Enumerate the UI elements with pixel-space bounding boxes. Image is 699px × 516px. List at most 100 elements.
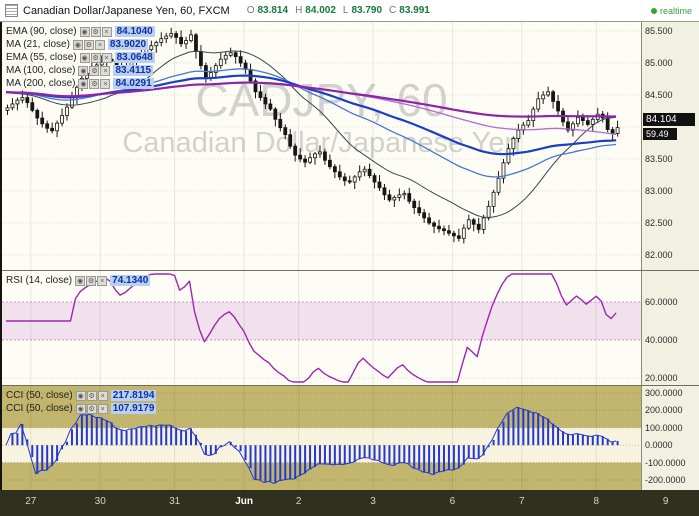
axis-label: 20.0000 (645, 373, 678, 383)
price-chart-canvas[interactable] (2, 22, 641, 270)
visibility-icon[interactable]: ◉ (79, 52, 90, 63)
settings-icon[interactable]: ⚙ (89, 78, 100, 89)
axis-label: 60.0000 (645, 297, 678, 307)
visibility-icon[interactable]: ◉ (72, 39, 83, 50)
indicator-label[interactable]: MA (200, close) (6, 78, 76, 89)
price-pane[interactable]: CADJPY, 60 Canadian Dollar/Japanese Yen … (2, 22, 641, 270)
axis-label: 100.0000 (645, 422, 683, 433)
axis-label: 82.000 (645, 250, 673, 260)
visibility-icon[interactable]: ◉ (75, 390, 86, 401)
pane-divider[interactable] (2, 385, 699, 386)
indicator-label[interactable]: RSI (14, close) (6, 275, 73, 286)
close-icon[interactable]: × (100, 78, 111, 89)
visibility-icon[interactable]: ◉ (78, 78, 89, 89)
axis-label: 200.0000 (645, 405, 683, 416)
indicator-buttons: ◉ ⚙ × (79, 26, 112, 37)
indicator-value: 84.0291 (113, 78, 154, 89)
axis-label: 85.000 (645, 58, 673, 68)
close-icon[interactable]: × (94, 39, 105, 50)
indicator-buttons: ◉ ⚙ × (72, 39, 105, 50)
time-axis-label: 9 (662, 496, 669, 507)
chart-menu-icon[interactable] (5, 4, 18, 17)
cci-pane[interactable]: CCI (50, close) ◉ ⚙ × 217.8194 CCI (50, close… (2, 386, 641, 490)
time-axis-label: Jun (235, 496, 253, 507)
indicator-label[interactable]: CCI (50, close) (6, 403, 73, 414)
indicator-buttons: ◉ ⚙ × (79, 52, 112, 63)
settings-icon[interactable]: ⚙ (90, 52, 101, 63)
indicator-value: 217.8194 (110, 390, 157, 401)
axis-label: 300.0000 (645, 388, 683, 398)
close-icon[interactable]: × (101, 26, 112, 37)
low-label: L (342, 5, 349, 16)
axis-label: 84.500 (645, 90, 673, 100)
indicator-buttons: ◉ ⚙ × (75, 390, 108, 401)
cci-chart-canvas[interactable] (2, 386, 641, 490)
ohlc-readout: O 83.814 H 84.002 L 83.790 C 83.991 (240, 5, 430, 16)
settings-icon[interactable]: ⚙ (86, 275, 97, 286)
indicator-legend-row: MA (200, close) ◉ ⚙ × 84.0291 (6, 78, 155, 89)
indicator-legend-row: CCI (50, close) ◉ ⚙ × 107.9179 (6, 403, 157, 414)
indicator-value: 83.4115 (113, 65, 154, 76)
cci-legend: CCI (50, close) ◉ ⚙ × 217.8194 CCI (50, close… (6, 390, 157, 414)
open-label: O (246, 5, 255, 16)
time-axis-label: 31 (169, 496, 181, 507)
indicator-buttons: ◉ ⚙ × (78, 65, 111, 76)
indicator-label[interactable]: MA (100, close) (6, 65, 76, 76)
time-axis-label: 7 (519, 496, 525, 507)
indicator-label[interactable]: EMA (90, close) (6, 26, 77, 37)
time-axis[interactable]: 27 30 31 Jun 2 3 6 7 8 9 (0, 490, 699, 516)
time-axis-label: 8 (593, 496, 600, 507)
indicator-value: 107.9179 (110, 403, 157, 414)
indicator-buttons: ◉ ⚙ × (75, 275, 108, 286)
indicator-label[interactable]: EMA (55, close) (6, 52, 77, 63)
high-value: 84.002 (305, 5, 336, 16)
settings-icon[interactable]: ⚙ (86, 403, 97, 414)
indicator-value: 83.9020 (107, 39, 149, 50)
rsi-legend: RSI (14, close) ◉ ⚙ × 74.1340 (6, 275, 151, 286)
indicator-value: 74.1340 (110, 275, 151, 286)
indicator-label[interactable]: MA (21, close) (6, 39, 70, 50)
close-icon[interactable]: × (100, 65, 111, 76)
indicator-legend-row: EMA (55, close) ◉ ⚙ × 83.0648 (6, 52, 155, 63)
symbol-watermark: CADJPY, 60 Canadian Dollar/Japanese Yen (2, 74, 641, 160)
pane-divider[interactable] (2, 270, 699, 271)
settings-icon[interactable]: ⚙ (86, 390, 97, 401)
visibility-icon[interactable]: ◉ (79, 26, 90, 37)
rsi-pane[interactable]: RSI (14, close) ◉ ⚙ × 74.1340 (2, 271, 641, 385)
settings-icon[interactable]: ⚙ (83, 39, 94, 50)
indicator-legend-row: MA (100, close) ◉ ⚙ × 83.4115 (6, 65, 155, 76)
axis-label: 40.0000 (645, 335, 678, 345)
visibility-icon[interactable]: ◉ (75, 275, 86, 286)
time-axis-label: 2 (295, 496, 302, 507)
settings-icon[interactable]: ⚙ (90, 26, 101, 37)
indicator-label[interactable]: CCI (50, close) (6, 390, 73, 401)
settings-icon[interactable]: ⚙ (89, 65, 100, 76)
open-value: 83.814 (257, 5, 289, 16)
indicator-legend-row: EMA (90, close) ◉ ⚙ × 84.1040 (6, 26, 155, 37)
close-icon[interactable]: × (97, 403, 108, 414)
chart-header: Canadian Dollar/Japanese Yen, 60, FXCM O… (0, 0, 699, 22)
axis-label: 0.0000 (645, 440, 673, 451)
high-label: H (295, 5, 303, 16)
axis-label: -100.0000 (645, 457, 686, 468)
indicator-value: 84.1040 (114, 26, 155, 37)
symbol-title[interactable]: Canadian Dollar/Japanese Yen, 60, FXCM (23, 4, 230, 17)
visibility-icon[interactable]: ◉ (78, 65, 89, 76)
indicator-legend-row: MA (21, close) ◉ ⚙ × 83.9020 (6, 39, 155, 50)
close-icon[interactable]: × (101, 52, 112, 63)
rsi-chart-canvas[interactable] (2, 271, 641, 385)
realtime-label: realtime (659, 5, 692, 16)
price-axis[interactable]: 84.104 59.49 85.500 85.000 84.500 83.500 83.… (641, 22, 699, 490)
low-value: 83.790 (351, 5, 383, 16)
close-label: C (389, 5, 397, 16)
indicator-buttons: ◉ ⚙ × (78, 78, 111, 89)
countdown-tag: 59.49 (643, 128, 677, 140)
visibility-icon[interactable]: ◉ (75, 403, 86, 414)
axis-label: -200.0000 (645, 475, 686, 485)
close-icon[interactable]: × (97, 275, 108, 286)
overlay-legend: EMA (90, close) ◉ ⚙ × 84.1040 MA (21, close) ◉… (6, 26, 155, 89)
axis-label: 85.500 (645, 26, 673, 36)
realtime-dot-icon (650, 7, 657, 14)
close-icon[interactable]: × (97, 390, 108, 401)
time-axis-label: 6 (449, 496, 456, 507)
